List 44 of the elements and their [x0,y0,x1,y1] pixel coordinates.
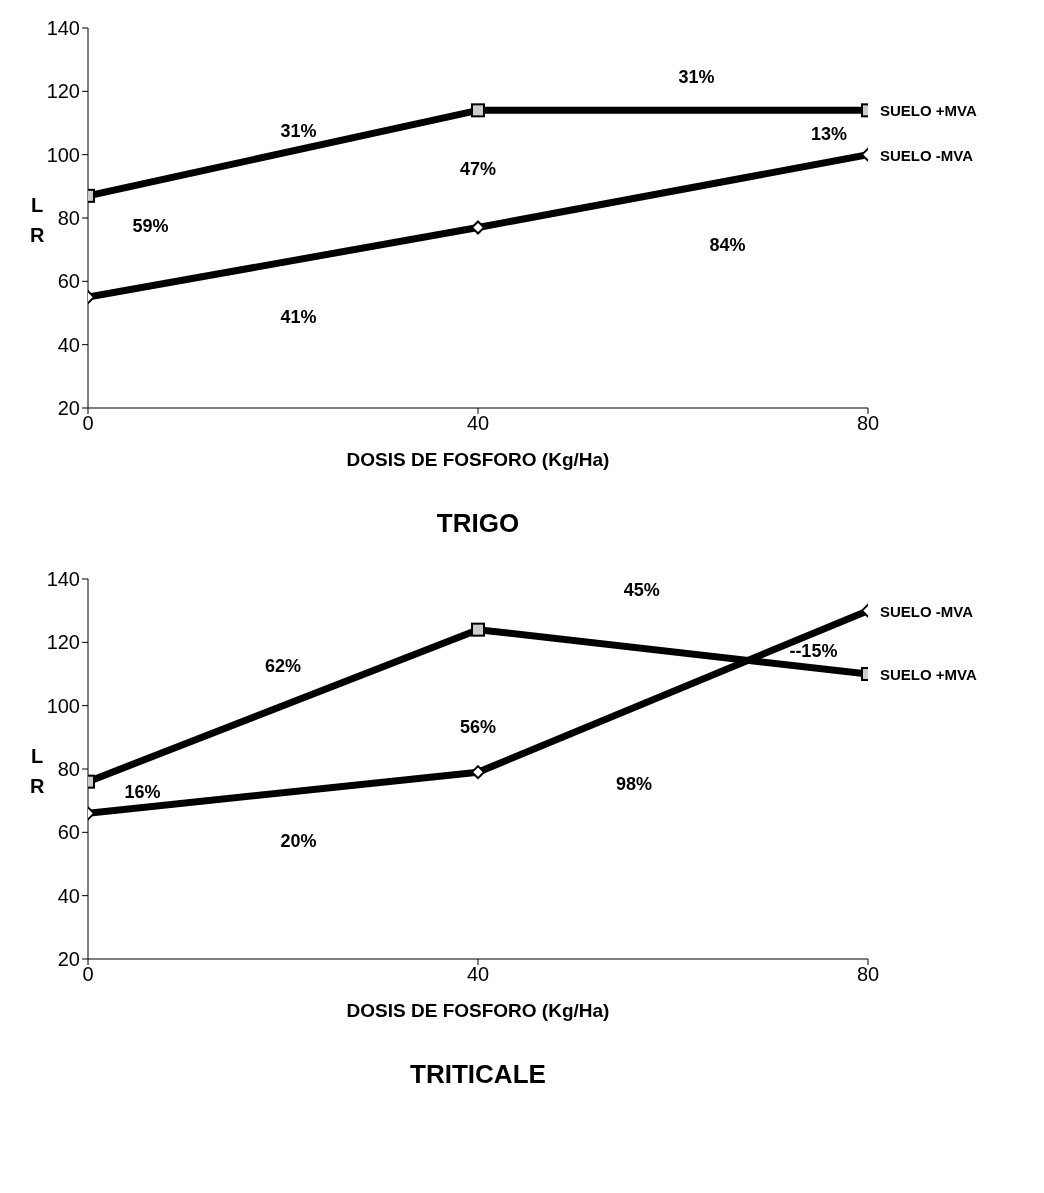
y-tick-label: 40 [57,884,80,907]
y-tick-label: 20 [57,948,80,971]
x-tick-label: 0 [82,963,94,986]
annotation: 47% [459,158,497,180]
series-label: SUELO -MVA [880,146,974,164]
annotation: 41% [280,306,317,328]
y-tick-label: 140 [46,568,80,591]
x-tick-label: 80 [856,963,880,986]
annotation: 98% [615,773,653,795]
annotation: --15% [789,640,838,662]
y-tick-label: 60 [57,270,80,293]
y-tick-label: 60 [57,821,80,844]
x-tick-label: 0 [82,412,94,435]
y-tick-label: 120 [46,80,80,103]
annotation: 56% [459,716,497,738]
annotation: 13% [810,123,848,145]
annotation: 59% [132,215,169,237]
y-tick-label: 100 [46,694,80,717]
y-axis-title: L R [30,744,45,799]
x-axis-title: DOSIS DE FOSFORO (Kg/Ha) [346,449,610,470]
x-axis-title: DOSIS DE FOSFORO (Kg/Ha) [346,1000,610,1021]
y-tick-label: 140 [46,17,80,40]
annotation: 16% [124,781,161,803]
series-label: SUELO +MVA [880,101,977,119]
x-tick-label: 40 [466,412,490,435]
annotation: 45% [623,579,660,601]
x-tick-label: 40 [466,963,490,986]
y-tick-label: 80 [57,758,80,781]
text: TRITICALE [409,1059,547,1090]
x-tick-label: 80 [856,412,880,435]
y-axis-title: L R [30,193,45,248]
series-label: SUELO +MVA [880,665,977,683]
annotation: 84% [709,234,746,256]
annotation: 62% [264,655,302,677]
y-tick-label: 100 [46,143,80,166]
annotation: 31% [280,120,317,142]
text: TRIGO [435,508,521,539]
y-tick-label: 20 [57,397,80,420]
annotation: 20% [280,830,317,852]
annotation: 31% [678,66,715,88]
series-label: SUELO -MVA [880,602,974,620]
y-tick-label: 80 [57,207,80,230]
y-tick-label: 40 [57,333,80,356]
y-tick-label: 120 [46,631,80,654]
